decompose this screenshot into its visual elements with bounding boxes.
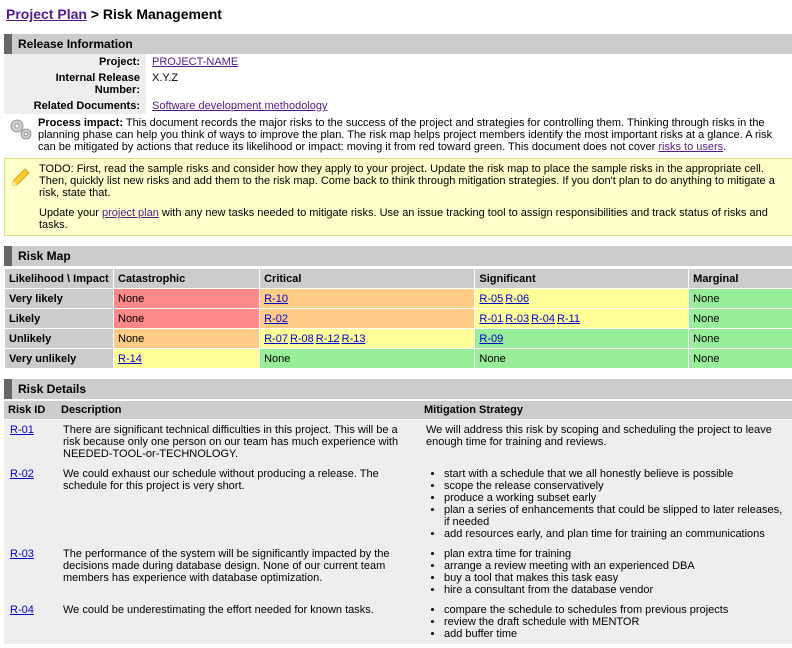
risk-map-cell: R-14	[114, 349, 260, 369]
risk-details-header: Description	[57, 401, 420, 420]
mitigation-item: hire a consultant from the database vend…	[444, 584, 790, 596]
risk-map-col-header: Catastrophic	[114, 269, 260, 289]
risk-map-row-header: Very likely	[5, 289, 114, 309]
risk-map-row-header: Very unlikely	[5, 349, 114, 369]
risk-description: We could be underestimating the effort n…	[57, 600, 420, 644]
breadcrumb: Project Plan > Risk Management	[4, 4, 792, 28]
risk-map-risk-link[interactable]: R-14	[118, 353, 142, 365]
risk-map-cell: None	[260, 349, 475, 369]
mitigation-item: plan extra time for training	[444, 548, 790, 560]
project-plan-link[interactable]: project plan	[102, 207, 159, 219]
risk-details-header: Mitigation Strategy	[420, 401, 792, 420]
risk-details-header: Risk ID	[4, 401, 57, 420]
risks-to-users-link[interactable]: risks to users	[658, 141, 723, 153]
risk-description: There are significant technical difficul…	[57, 420, 420, 465]
mitigation-item: add buffer time	[444, 628, 790, 640]
release-info-table: Project: PROJECT-NAME Internal Release Num…	[4, 54, 792, 114]
risk-map-cell: None	[475, 349, 689, 369]
risk-map-col-header: Marginal	[689, 269, 792, 289]
risk-map-cell: None	[689, 289, 792, 309]
risk-map-cell: R-09	[475, 329, 689, 349]
risk-map-cell: R-02	[260, 309, 475, 329]
risk-map-risk-link[interactable]: R-11	[557, 313, 580, 325]
risk-map-cell: None	[114, 289, 260, 309]
risk-id-link[interactable]: R-04	[10, 604, 34, 616]
risk-mitigation: start with a schedule that we all honest…	[420, 464, 792, 544]
mitigation-item: buy a tool that makes this task easy	[444, 572, 790, 584]
risk-map-risk-link[interactable]: R-08	[290, 333, 314, 345]
risk-mitigation: plan extra time for trainingarrange a re…	[420, 544, 792, 600]
risk-map-row-header: Unlikely	[5, 329, 114, 349]
mitigation-item: plan a series of enhancements that could…	[444, 504, 790, 528]
info-link[interactable]: PROJECT-NAME	[152, 56, 238, 68]
risk-id-link[interactable]: R-03	[10, 548, 34, 560]
risk-map-risk-link[interactable]: R-07	[264, 333, 288, 345]
info-link[interactable]: Software development methodology	[152, 100, 328, 112]
risk-map-corner: Likelihood \ Impact	[5, 269, 114, 289]
risk-map-risk-link[interactable]: R-13	[342, 333, 366, 345]
risk-mitigation: compare the schedule to schedules from p…	[420, 600, 792, 644]
section-header-risk-details: Risk Details	[4, 379, 792, 399]
risk-map-cell: R-05R-06	[475, 289, 689, 309]
risk-map-cell: None	[689, 349, 792, 369]
mitigation-item: arrange a review meeting with an experie…	[444, 560, 790, 572]
mitigation-item: compare the schedule to schedules from p…	[444, 604, 790, 616]
risk-description: We could exhaust our schedule without pr…	[57, 464, 420, 544]
risk-id-link[interactable]: R-02	[10, 468, 34, 480]
risk-map-risk-link[interactable]: R-03	[505, 313, 529, 325]
todo-box: TODO: First, read the sample risks and c…	[4, 158, 792, 236]
risk-map-col-header: Significant	[475, 269, 689, 289]
section-header-release-info: Release Information	[4, 34, 792, 54]
risk-map-table: Likelihood \ ImpactCatastrophicCriticalS…	[4, 268, 792, 369]
risk-map-col-header: Critical	[260, 269, 475, 289]
risk-description: The performance of the system will be si…	[57, 544, 420, 600]
risk-map-risk-link[interactable]: R-05	[479, 293, 503, 305]
risk-map-cell: None	[689, 309, 792, 329]
mitigation-item: add resources early, and plan time for t…	[444, 528, 790, 540]
info-label: Related Documents:	[4, 98, 146, 114]
risk-map-cell: R-01R-03R-04R-11	[475, 309, 689, 329]
risk-mitigation: We will address this risk by scoping and…	[420, 420, 792, 465]
risk-map-cell: None	[114, 309, 260, 329]
risk-map-risk-link[interactable]: R-02	[264, 313, 288, 325]
risk-map-cell: None	[114, 329, 260, 349]
risk-map-risk-link[interactable]: R-04	[531, 313, 555, 325]
risk-map-risk-link[interactable]: R-10	[264, 293, 288, 305]
mitigation-item: start with a schedule that we all honest…	[444, 468, 790, 480]
mitigation-item: scope the release conservatively	[444, 480, 790, 492]
risk-map-risk-link[interactable]: R-09	[479, 333, 503, 345]
risk-map-cell: None	[689, 329, 792, 349]
mitigation-item: review the draft schedule with MENTOR	[444, 616, 790, 628]
risk-map-risk-link[interactable]: R-01	[479, 313, 503, 325]
info-label: Internal Release Number:	[4, 70, 146, 98]
process-impact-label: Process impact:	[38, 117, 123, 129]
risk-id-link[interactable]: R-01	[10, 424, 34, 436]
risk-map-risk-link[interactable]: R-12	[316, 333, 340, 345]
todo-text-1: TODO: First, read the sample risks and c…	[39, 163, 791, 199]
section-header-risk-map: Risk Map	[4, 246, 792, 266]
breadcrumb-current: Risk Management	[103, 6, 222, 22]
info-label: Project:	[4, 54, 146, 70]
gear-icon	[8, 117, 34, 146]
breadcrumb-parent-link[interactable]: Project Plan	[6, 6, 87, 22]
pencil-icon	[9, 163, 35, 192]
mitigation-item: produce a working subset early	[444, 492, 790, 504]
process-impact-box: Process impact: This document records th…	[4, 114, 792, 156]
risk-map-cell: R-07R-08R-12R-13	[260, 329, 475, 349]
risk-details-table: Risk IDDescriptionMitigation Strategy R-…	[4, 401, 792, 644]
risk-map-row-header: Likely	[5, 309, 114, 329]
risk-map-risk-link[interactable]: R-06	[505, 293, 529, 305]
risk-map-cell: R-10	[260, 289, 475, 309]
